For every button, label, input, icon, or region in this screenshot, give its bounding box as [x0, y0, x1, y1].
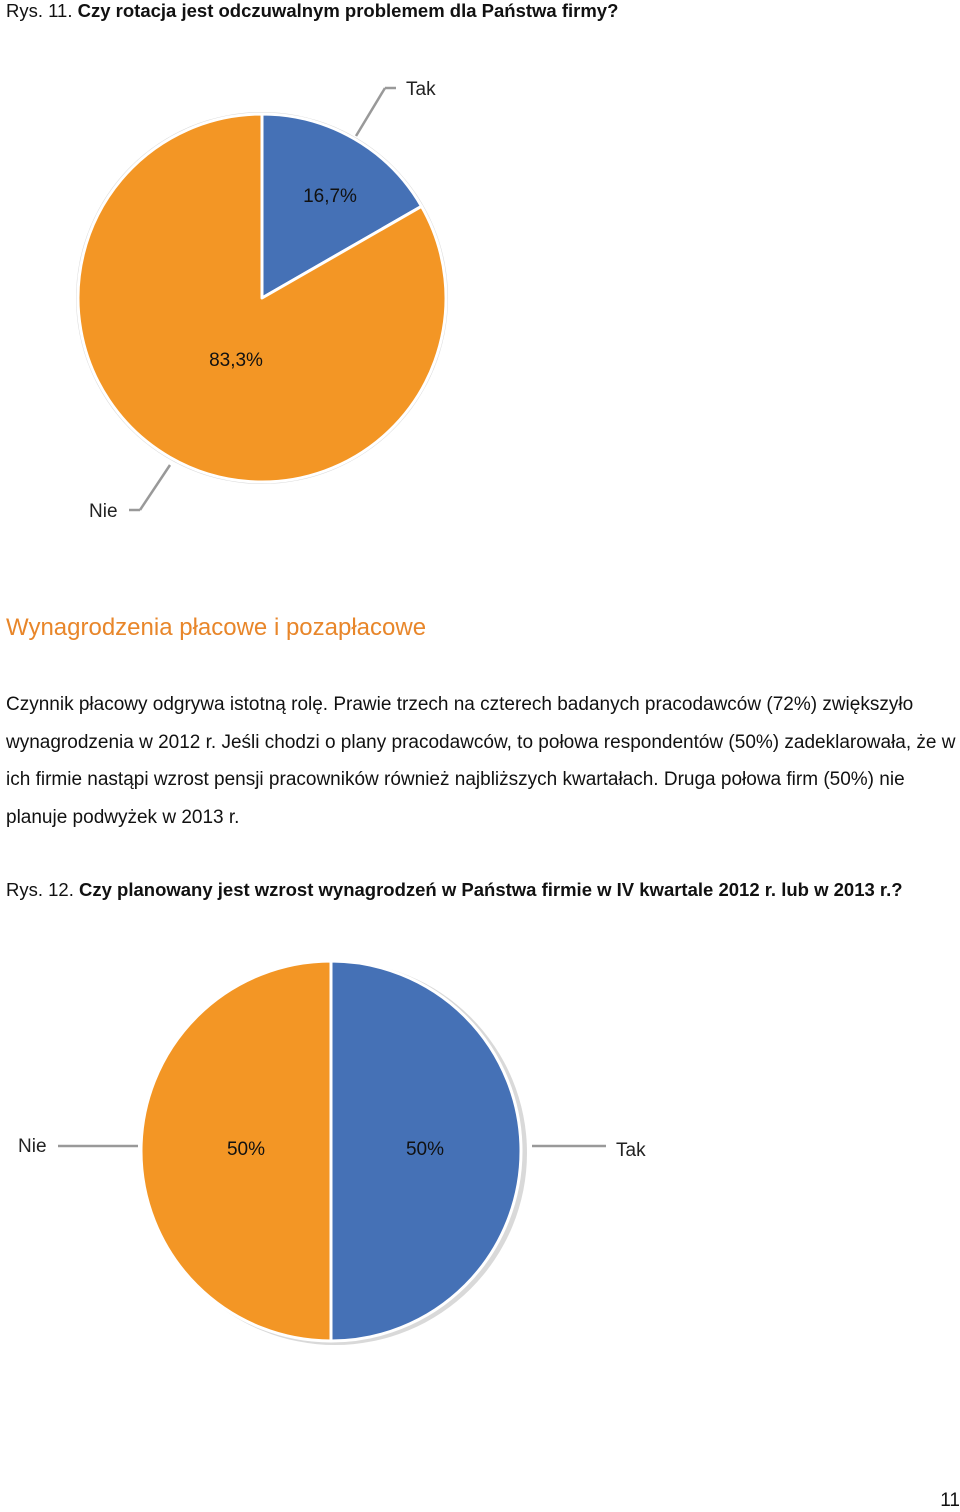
- pie-chart-salary: 50% 50% Tak Nie: [18, 959, 646, 1345]
- page-number: 11: [940, 1490, 960, 1511]
- legend-label-nie: Nie: [18, 1136, 47, 1157]
- pie-slice-nie: [139, 959, 333, 1343]
- pie-chart-rotation: 16,7% 83,3% Tak Nie: [76, 79, 448, 522]
- fig12-caption-prefix: Rys. 12.: [6, 879, 74, 900]
- legend-label-nie: Nie: [89, 501, 118, 522]
- fig12-caption-title: Czy planowany jest wzrost wynagrodzeń w …: [79, 879, 903, 900]
- fig11-caption-title: Czy rotacja jest odczuwalnym problemem d…: [77, 0, 619, 21]
- section-heading: Wynagrodzenia płacowe i pozapłacowe: [6, 614, 427, 641]
- callout-line-nie: [138, 464, 172, 511]
- pie-slice-tak: [329, 959, 523, 1343]
- fig11-caption-prefix: Rys. 11.: [6, 0, 73, 21]
- fig12-caption: Rys. 12. Czy planowany jest wzrost wynag…: [6, 879, 903, 901]
- pie-slice-nie: [76, 112, 448, 484]
- body-paragraph: Czynnik płacowy odgrywa istotną rolę. Pr…: [6, 694, 956, 828]
- pie-slice-tak: [260, 112, 424, 300]
- slice-value-label-nie: 83,3%: [209, 350, 263, 371]
- legend-label-tak: Tak: [406, 79, 436, 100]
- slice-value-label-nie: 50%: [227, 1139, 265, 1160]
- slice-value-label-tak: 16,7%: [303, 186, 357, 207]
- slice-value-label-tak: 50%: [406, 1139, 444, 1160]
- callout-line-tak: [354, 87, 387, 137]
- legend-label-tak: Tak: [616, 1140, 646, 1161]
- fig11-caption: Rys. 11. Czy rotacja jest odczuwalnym pr…: [6, 0, 618, 22]
